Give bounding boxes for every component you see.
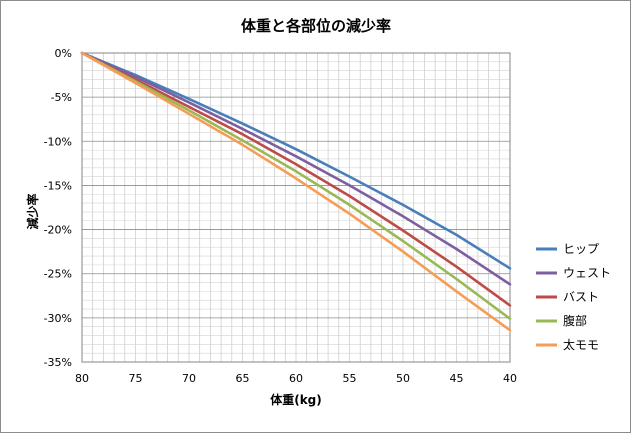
series-line	[80, 51, 512, 307]
series-line	[80, 51, 512, 286]
x-tick-label: 40	[503, 372, 517, 385]
x-tick-label: 60	[289, 372, 303, 385]
series-line	[80, 51, 512, 270]
y-axis-title: 減少率	[25, 193, 40, 229]
y-tick-label: -20%	[44, 224, 72, 237]
chart-title: 体重と各部位の減少率	[241, 17, 391, 35]
plot-area	[81, 52, 511, 363]
y-tick-label: -10%	[44, 135, 72, 148]
x-tick-label: 75	[129, 372, 143, 385]
x-tick-label: 55	[343, 372, 357, 385]
grid	[81, 52, 511, 363]
y-tick-label: 0%	[55, 47, 72, 60]
legend-label: バスト	[563, 290, 599, 304]
y-tick-label: -30%	[44, 312, 72, 325]
legend-label: ヒップ	[563, 242, 599, 256]
legend-label: 腹部	[563, 313, 587, 328]
x-axis-title: 体重(kg)	[270, 392, 322, 407]
series-line	[80, 51, 512, 321]
x-tick-label: 80	[75, 372, 89, 385]
x-tick-label: 50	[396, 372, 410, 385]
x-axis-ticks: 80 75 70 65 60 55 50 45 40	[75, 372, 517, 385]
series-line	[80, 51, 512, 332]
legend-label: ウェスト	[563, 266, 611, 280]
y-tick-label: -5%	[51, 91, 72, 104]
y-tick-label: -25%	[44, 268, 72, 281]
x-tick-label: 65	[236, 372, 250, 385]
x-tick-label: 45	[450, 372, 464, 385]
x-tick-label: 70	[182, 372, 196, 385]
series-lines	[80, 51, 512, 332]
legend-label: 太モモ	[563, 337, 599, 352]
y-tick-label: -15%	[44, 179, 72, 192]
y-tick-label: -35%	[44, 356, 72, 369]
y-axis-ticks: 0% -5% -10% -15% -20% -25% -30% -35%	[44, 47, 72, 369]
